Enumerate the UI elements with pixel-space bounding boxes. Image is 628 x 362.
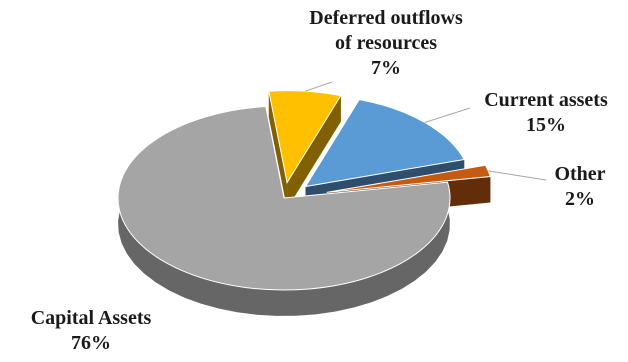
slice-current-assets <box>304 98 465 188</box>
pie-tops <box>117 90 491 291</box>
leader-lines <box>305 81 547 181</box>
label-current-assets: Current assets 15% <box>464 88 628 138</box>
label-other-line1: Other <box>554 163 606 185</box>
leader-deferred-outflows-of-resources <box>305 81 333 92</box>
label-deferred-line1: Deferred outflows <box>309 7 463 29</box>
label-deferred-outflows: Deferred outflows of resources 7% <box>304 6 468 81</box>
label-other: Other 2% <box>540 162 620 212</box>
slice-capital-assets <box>117 106 451 291</box>
label-current-line1: Current assets <box>484 89 608 111</box>
label-capital-assets: Capital Assets 76% <box>4 306 178 356</box>
label-capital-line1: Capital Assets <box>30 307 152 329</box>
label-deferred-line2: of resources <box>334 32 437 54</box>
label-other-value: 2% <box>565 188 595 210</box>
leader-other <box>488 170 547 181</box>
label-capital-value: 76% <box>71 332 111 354</box>
slice-deferred-outflows-of-resources <box>268 90 342 185</box>
label-current-value: 15% <box>526 114 566 136</box>
slice-other <box>326 164 491 193</box>
leader-current-assets <box>424 107 471 123</box>
label-deferred-value: 7% <box>371 57 401 79</box>
